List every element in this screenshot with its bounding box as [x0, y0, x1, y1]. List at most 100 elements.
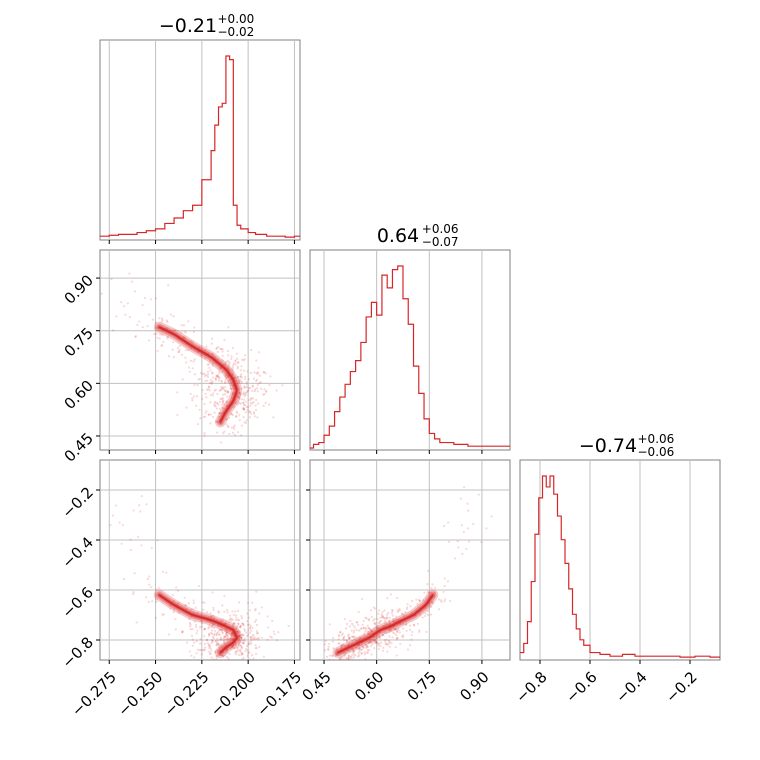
sample-point — [373, 617, 376, 621]
sample-point — [367, 618, 371, 621]
sample-point — [242, 407, 245, 410]
sample-point — [342, 644, 346, 647]
sample-point — [221, 632, 225, 635]
sample-point — [385, 622, 388, 625]
sample-point — [362, 627, 365, 630]
sample-point — [378, 609, 381, 612]
sample-point — [399, 642, 402, 646]
sample-point — [359, 648, 363, 651]
sample-point — [133, 572, 136, 575]
sample-point — [209, 422, 212, 425]
sample-point — [192, 601, 195, 604]
sample-point — [217, 643, 220, 646]
sample-point — [219, 347, 222, 351]
sample-point — [220, 379, 223, 383]
sample-point — [380, 619, 383, 622]
sample-point — [213, 403, 216, 406]
sample-point — [218, 648, 221, 651]
sample-point — [373, 638, 377, 641]
sample-point — [208, 633, 211, 636]
sample-point — [242, 406, 245, 410]
sample-point — [190, 654, 193, 657]
sample-point — [485, 527, 488, 530]
sample-point — [181, 631, 184, 634]
x-tick-label: −0.225 — [161, 668, 213, 720]
sample-point — [184, 361, 188, 364]
panel-frame — [99, 39, 301, 241]
sample-point — [191, 644, 194, 647]
sample-point — [201, 601, 204, 604]
sample-point — [165, 319, 168, 322]
sample-point — [251, 653, 254, 657]
sample-point — [468, 540, 471, 543]
sample-point — [340, 656, 344, 659]
sample-point — [257, 366, 260, 370]
sample-point — [418, 630, 421, 634]
sample-point — [248, 658, 251, 660]
sample-point — [219, 628, 222, 632]
sample-point — [218, 370, 221, 373]
sample-point — [377, 634, 380, 638]
sample-point — [240, 358, 244, 361]
sample-point — [212, 608, 215, 612]
sample-point — [373, 635, 377, 638]
sample-point — [256, 383, 259, 387]
sample-point — [232, 371, 235, 374]
sample-point — [384, 640, 387, 644]
sample-point — [418, 598, 421, 601]
sample-point — [231, 644, 234, 648]
sample-point — [343, 638, 346, 642]
sample-point — [401, 612, 404, 616]
sample-point — [201, 622, 204, 625]
sample-point — [390, 629, 393, 632]
sample-point — [218, 407, 222, 410]
sample-point — [235, 410, 238, 413]
sample-point — [247, 641, 250, 644]
sample-point — [254, 607, 257, 611]
sample-point — [346, 643, 350, 646]
sample-point — [221, 604, 224, 607]
sample-point — [265, 390, 268, 393]
sample-point — [218, 412, 222, 415]
sample-point — [180, 331, 183, 334]
sample-point — [338, 635, 341, 638]
sample-point — [377, 644, 380, 647]
sample-point — [192, 330, 195, 333]
sample-point — [325, 655, 329, 658]
sample-point — [233, 622, 236, 625]
sample-point — [230, 413, 233, 416]
sample-point — [202, 648, 205, 651]
sample-point — [224, 376, 228, 379]
sample-point — [220, 629, 224, 632]
sample-point — [405, 607, 409, 611]
sample-point — [369, 640, 372, 643]
sample-point — [368, 633, 371, 636]
sample-point — [132, 592, 135, 596]
sample-point — [405, 629, 408, 632]
sample-point — [251, 385, 254, 388]
sample-point — [241, 392, 245, 395]
sample-point — [242, 408, 245, 411]
sample-point — [204, 392, 207, 395]
sample-point — [236, 376, 239, 379]
sample-point — [239, 625, 242, 628]
sample-point — [229, 647, 232, 650]
y-tick-label: −0.8 — [59, 633, 97, 671]
sample-point — [193, 326, 196, 329]
sample-point — [364, 626, 367, 629]
sample-point — [211, 376, 214, 379]
sample-point — [156, 539, 159, 542]
sample-point — [375, 641, 378, 645]
sample-point — [193, 656, 196, 659]
sample-point — [364, 658, 367, 660]
sample-point — [351, 635, 354, 639]
sample-point — [394, 628, 397, 631]
sample-point — [234, 376, 237, 379]
sample-point — [221, 359, 224, 362]
sample-point — [370, 653, 373, 656]
sample-point — [369, 609, 373, 612]
sample-point — [256, 402, 260, 405]
sample-point — [426, 609, 429, 613]
sample-point — [360, 644, 364, 647]
sample-point — [245, 385, 249, 388]
